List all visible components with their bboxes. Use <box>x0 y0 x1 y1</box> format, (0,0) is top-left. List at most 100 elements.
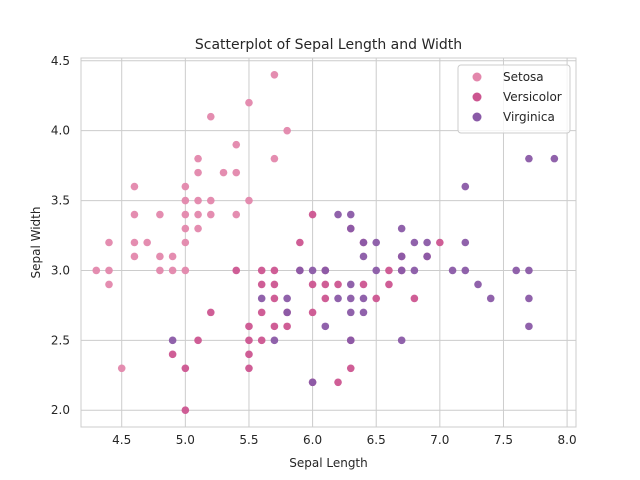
versicolor-point <box>245 322 253 331</box>
versicolor-point <box>385 280 393 289</box>
versicolor-point <box>372 294 381 303</box>
x-tick-label: 7.5 <box>494 433 513 447</box>
setosa-point <box>156 252 164 261</box>
setosa-point <box>168 252 177 261</box>
virginica-point <box>346 210 355 219</box>
virginica-point <box>397 252 406 261</box>
data-points <box>92 70 559 415</box>
setosa-point <box>156 210 164 219</box>
y-axis-label: Sepal Width <box>29 207 43 279</box>
virginica-point <box>525 154 533 163</box>
setosa-point <box>245 98 253 107</box>
setosa-point <box>270 70 279 79</box>
setosa-point <box>194 196 202 205</box>
versicolor-point <box>283 322 291 331</box>
setosa-point <box>105 280 113 289</box>
legend: Setosa Versicolor Virginica <box>457 64 571 134</box>
virginica-point <box>270 336 279 345</box>
setosa-point <box>181 196 190 205</box>
virginica-point <box>397 266 406 275</box>
virginica-point <box>525 322 533 331</box>
virginica-point <box>410 238 419 247</box>
versicolor-point <box>270 294 279 303</box>
virginica-point <box>525 266 533 275</box>
y-tick-label: 3.5 <box>51 194 70 208</box>
y-tick-label: 2.0 <box>51 403 70 417</box>
setosa-point <box>181 210 190 219</box>
x-tick-label: 4.5 <box>112 433 131 447</box>
setosa-point <box>143 238 151 247</box>
versicolor-point <box>245 336 253 345</box>
chart-title: Scatterplot of Sepal Length and Width <box>195 37 462 53</box>
setosa-point <box>194 154 202 163</box>
setosa-point <box>219 168 228 177</box>
setosa-point <box>206 196 215 205</box>
virginica-point <box>321 266 330 275</box>
legend-label-setosa: Setosa <box>503 70 544 84</box>
virginica-point <box>308 266 317 275</box>
setosa-point <box>130 252 139 261</box>
setosa-point <box>130 182 139 191</box>
virginica-point <box>257 294 266 303</box>
virginica-point <box>359 294 368 303</box>
versicolor-point <box>257 308 266 317</box>
versicolor-point <box>181 406 190 415</box>
setosa-point <box>232 140 241 149</box>
versicolor-point <box>257 280 266 289</box>
versicolor-point <box>206 308 215 317</box>
setosa-point <box>181 182 190 191</box>
setosa-point <box>194 224 202 233</box>
versicolor-point <box>270 280 279 289</box>
x-axis-ticks: 4.5 5.0 5.5 6.0 6.5 7.0 7.5 8.0 <box>112 433 576 447</box>
y-tick-label: 2.5 <box>51 333 70 347</box>
virginica-point <box>334 210 342 219</box>
setosa-point <box>194 168 202 177</box>
setosa-point <box>105 238 113 247</box>
versicolor-point <box>232 266 241 275</box>
setosa-point <box>232 210 241 219</box>
x-tick-label: 8.0 <box>558 433 577 447</box>
virginica-point <box>423 238 431 247</box>
setosa-point <box>117 364 126 373</box>
virginica-point <box>410 266 419 275</box>
x-axis-label: Sepal Length <box>289 456 368 470</box>
setosa-point <box>92 266 101 275</box>
virginica-point <box>461 238 470 247</box>
virginica-point <box>296 266 304 275</box>
virginica-point <box>359 238 368 247</box>
virginica-point <box>525 294 533 303</box>
plot-area-frame <box>80 57 577 428</box>
versicolor-point <box>359 280 368 289</box>
y-tick-label: 4.5 <box>51 54 70 68</box>
setosa-point <box>181 224 190 233</box>
x-tick-label: 5.5 <box>239 433 258 447</box>
virginica-point <box>372 238 381 247</box>
x-tick-label: 6.0 <box>303 433 322 447</box>
x-tick-label: 6.5 <box>367 433 386 447</box>
legend-marker-setosa <box>472 72 482 82</box>
x-tick-label: 5.0 <box>176 433 195 447</box>
virginica-point <box>346 224 355 233</box>
y-tick-label: 3.0 <box>51 263 70 277</box>
versicolor-point <box>308 308 317 317</box>
setosa-point <box>130 238 139 247</box>
setosa-point <box>206 112 215 121</box>
versicolor-point <box>308 210 317 219</box>
versicolor-point <box>436 238 444 247</box>
versicolor-point <box>296 238 304 247</box>
virginica-point <box>486 294 495 303</box>
legend-label-versicolor: Versicolor <box>503 90 562 104</box>
y-axis-ticks: 2.0 2.5 3.0 3.5 4.0 4.5 <box>51 54 70 417</box>
virginica-point <box>308 378 317 387</box>
legend-marker-virginica <box>472 112 482 122</box>
legend-marker-versicolor <box>472 92 482 102</box>
versicolor-point <box>168 350 177 359</box>
versicolor-point <box>321 280 330 289</box>
virginica-point <box>346 294 355 303</box>
x-tick-label: 7.0 <box>430 433 449 447</box>
setosa-point <box>270 154 279 163</box>
virginica-point <box>372 266 381 275</box>
virginica-point <box>461 182 470 191</box>
virginica-point <box>346 280 355 289</box>
